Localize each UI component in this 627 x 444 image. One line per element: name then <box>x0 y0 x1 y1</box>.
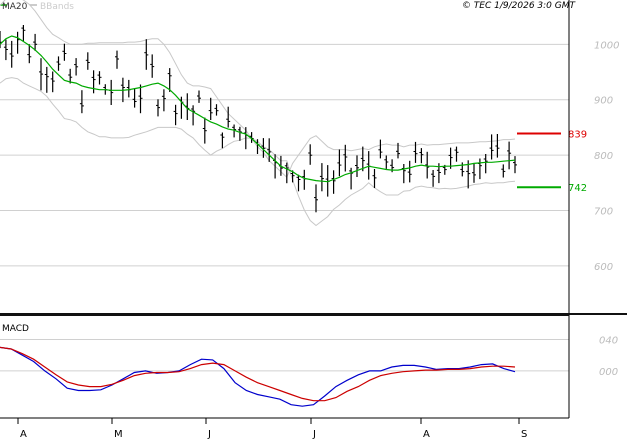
macd-y-tick: 000 <box>599 367 618 378</box>
macd-panel: MACD 040 000 <box>0 316 618 419</box>
signal-line <box>0 346 516 402</box>
price-levels: 839 742 <box>517 130 587 194</box>
source-label: © TEC 1/9/2026 3:0 GMT <box>462 1 577 11</box>
price-y-axis: 1000 900 800 700 600 <box>594 40 619 273</box>
price-y-tick: 800 <box>594 151 613 162</box>
macd-line <box>0 346 516 407</box>
x-tick-label: A <box>20 429 27 440</box>
macd-y-axis: 040 000 <box>599 336 618 378</box>
x-tick-label: S <box>521 429 527 440</box>
level-label: 839 <box>568 130 587 141</box>
bollinger-bands <box>0 0 516 227</box>
price-grid <box>0 43 569 267</box>
macd-lines <box>0 346 516 407</box>
legend-ma-label: MA20 <box>2 2 28 12</box>
legend: MA20 BBands © TEC 1/9/2026 3:0 GMT <box>0 1 576 12</box>
price-panel: 839 742 1000 900 800 700 600 <box>0 0 619 316</box>
x-tick-label: M <box>114 429 123 440</box>
macd-title: MACD <box>2 324 29 334</box>
price-y-tick: 1000 <box>594 40 619 51</box>
level-label: 742 <box>568 183 587 194</box>
price-bars <box>0 25 517 213</box>
panel-separator <box>0 313 569 316</box>
x-tick-label: J <box>207 429 211 440</box>
macd-y-tick: 040 <box>599 336 618 347</box>
moving-average <box>0 35 516 183</box>
legend-bb-label: BBands <box>40 2 74 12</box>
price-y-tick: 600 <box>594 262 613 273</box>
price-y-tick: 900 <box>594 96 613 107</box>
ma20-line <box>0 35 516 183</box>
panel-separator-right <box>569 313 627 315</box>
x-tick-label: J <box>312 429 316 440</box>
macd-grid <box>0 339 569 372</box>
price-y-tick: 700 <box>594 207 613 218</box>
x-tick-label: A <box>423 429 430 440</box>
